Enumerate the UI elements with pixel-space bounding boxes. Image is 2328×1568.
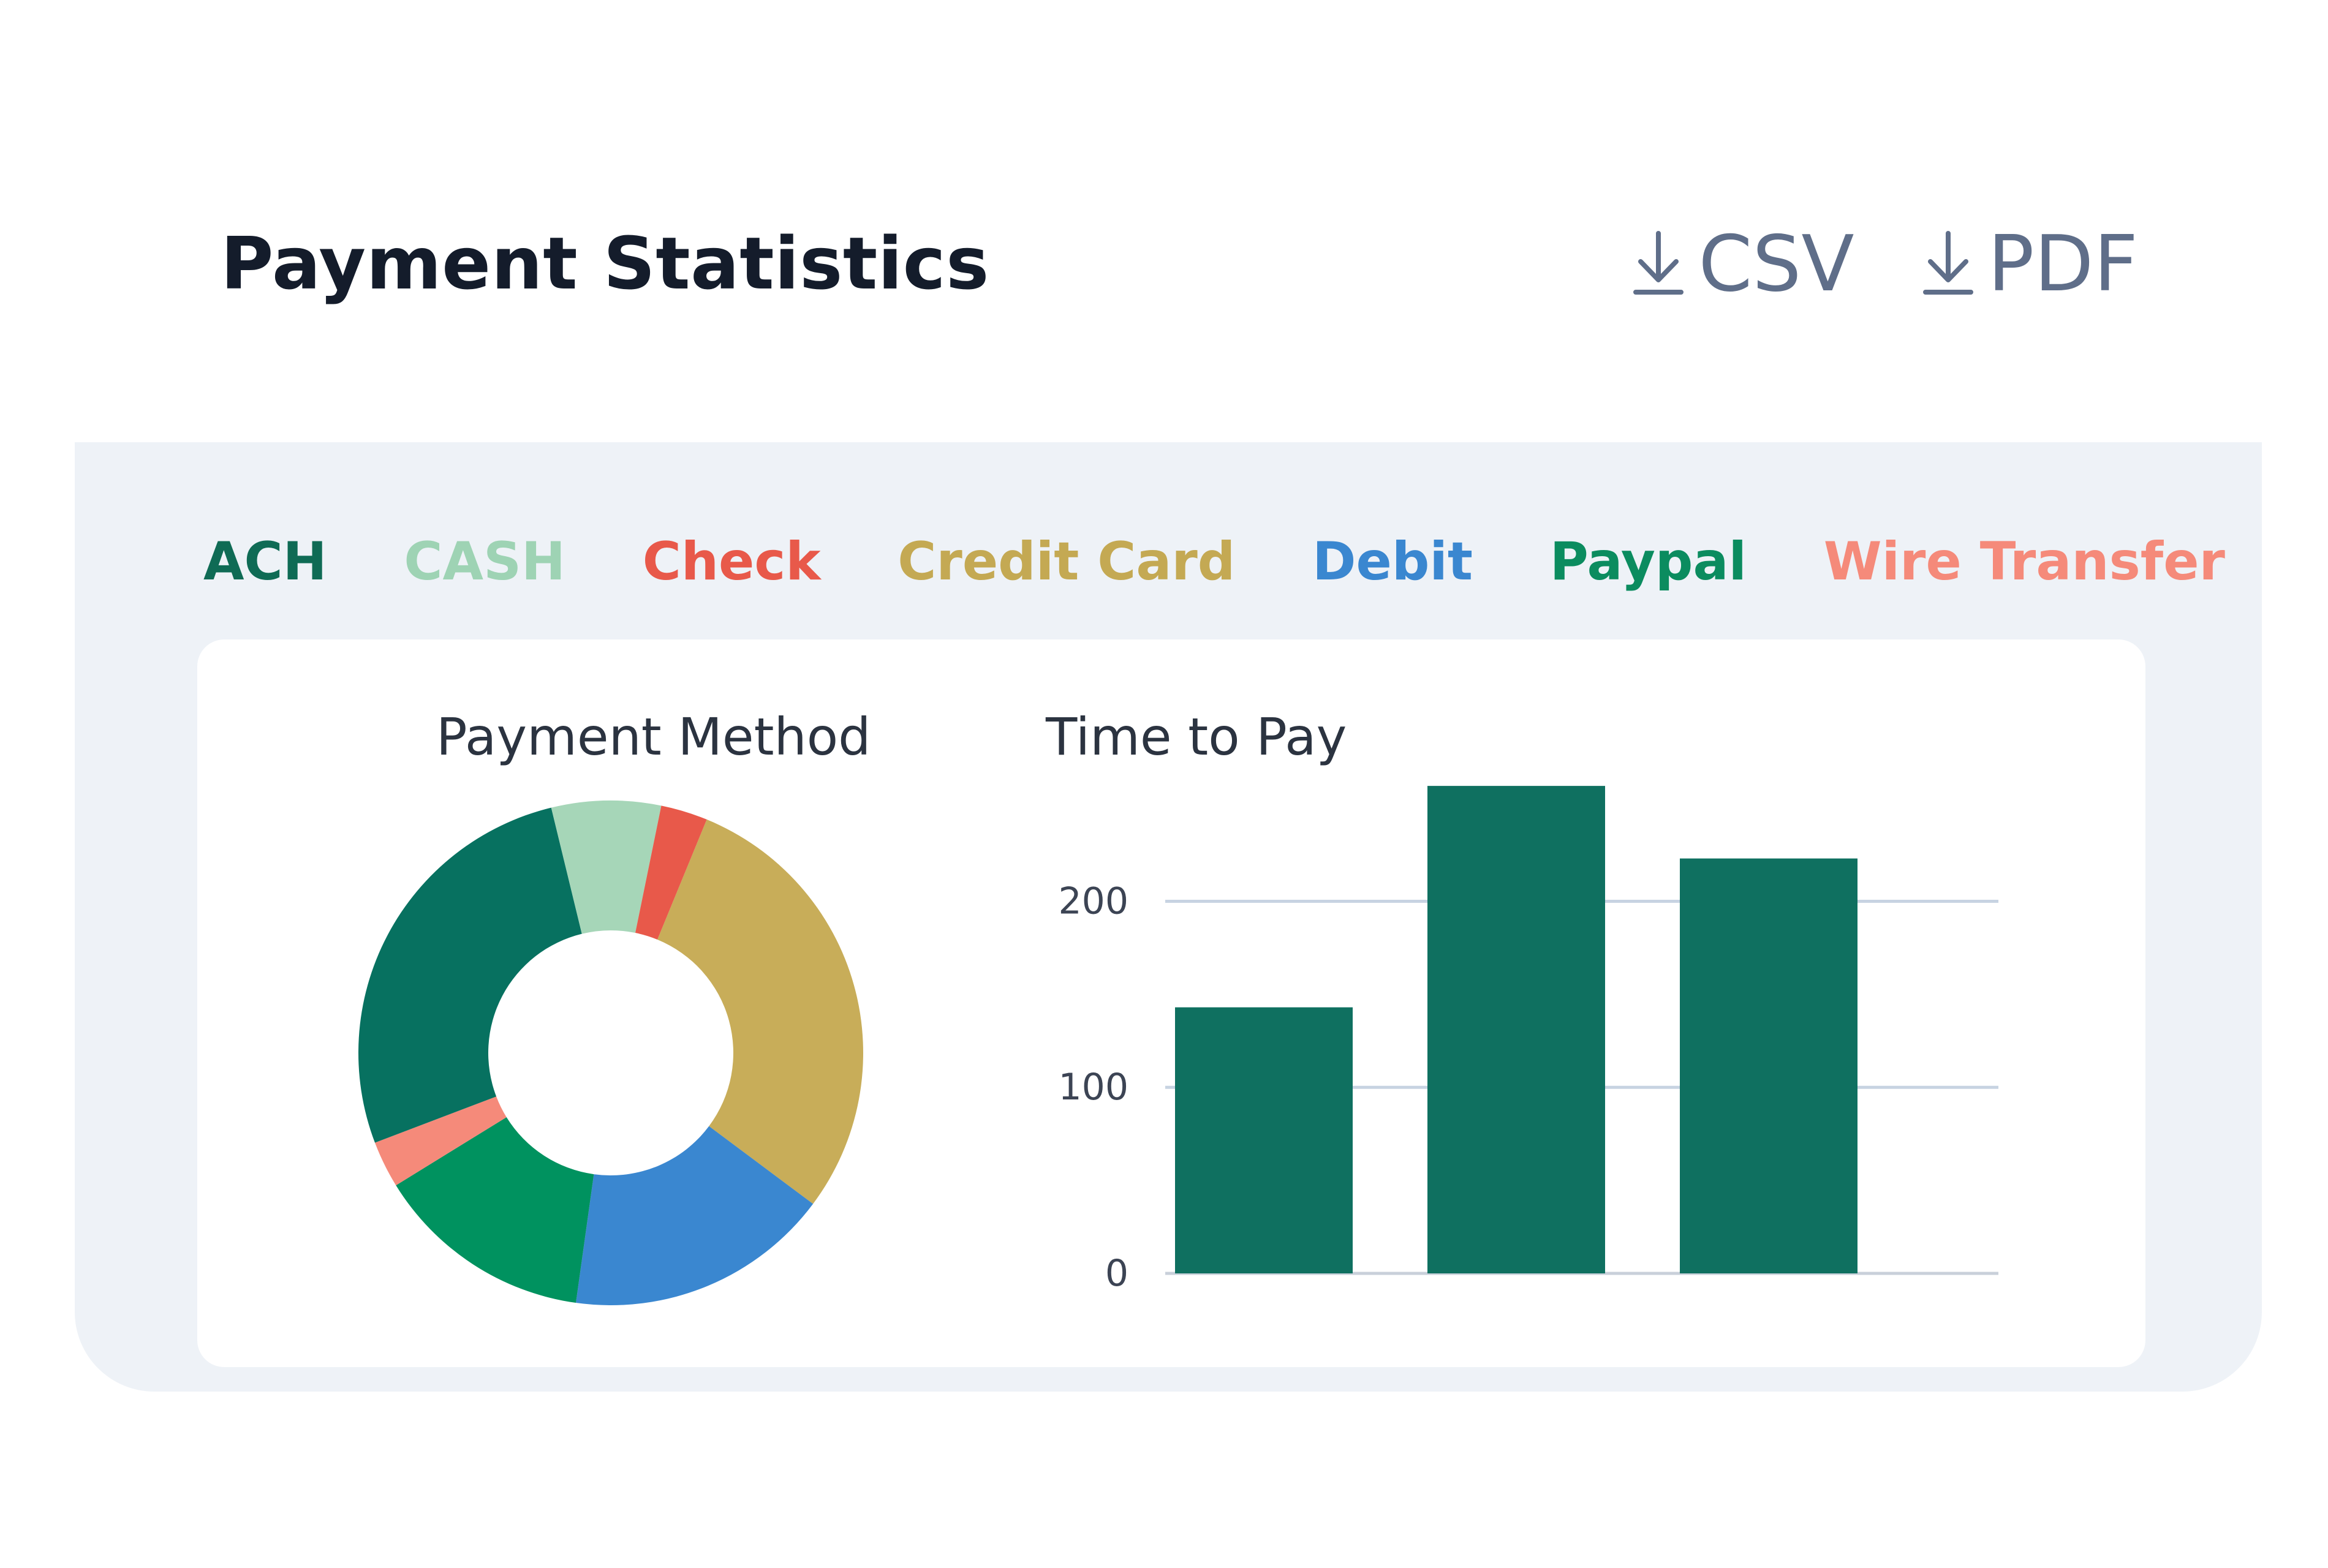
legend-item-cash[interactable]: CASH (404, 531, 565, 592)
donut-slice-debit[interactable] (576, 1126, 814, 1305)
page-title: Payment Statistics (221, 221, 989, 306)
download-actions: CSV PDF (1632, 219, 2138, 309)
statistics-panel: ACH CASH Check Credit Card Debit Paypal … (75, 442, 2262, 1392)
donut-slice-credit-card[interactable] (657, 819, 863, 1204)
donut-chart-title: Payment Method (436, 707, 871, 767)
download-csv-button[interactable]: CSV (1632, 219, 1854, 309)
bar-1[interactable] (1175, 1007, 1353, 1273)
donut-slice-cash[interactable] (551, 801, 662, 934)
download-csv-label: CSV (1698, 218, 1854, 309)
bar-3[interactable] (1680, 858, 1857, 1273)
bar-2[interactable] (1427, 786, 1605, 1273)
legend-item-ach[interactable]: ACH (203, 531, 327, 592)
time-to-pay-bar-chart: 0 100 200 (1058, 786, 1998, 1295)
legend-item-wire-transfer[interactable]: Wire Transfer (1823, 531, 2225, 592)
download-pdf-button[interactable]: PDF (1922, 219, 2138, 309)
donut-slice-paypal[interactable] (396, 1117, 594, 1303)
legend-item-debit[interactable]: Debit (1312, 531, 1473, 592)
donut-slice-wire-transfer[interactable] (374, 1096, 507, 1186)
download-pdf-label: PDF (1987, 218, 2138, 309)
legend: ACH CASH Check Credit Card Debit Paypal … (203, 516, 2225, 608)
download-icon (1633, 231, 1684, 295)
donut-slice-check[interactable] (635, 805, 707, 940)
y-tick-label: 200 (1058, 880, 1128, 922)
donut-slice-ach[interactable] (358, 807, 582, 1143)
payment-method-donut-chart (358, 801, 863, 1305)
bar-chart-title: Time to Pay (1046, 707, 1347, 767)
header: Payment Statistics CSV PDF (221, 202, 2138, 325)
y-tick-label: 0 (1105, 1252, 1128, 1295)
legend-item-paypal[interactable]: Paypal (1549, 531, 1747, 592)
charts-card: Payment Method Time to Pay 0 100 200 (197, 639, 2145, 1367)
y-tick-label: 100 (1058, 1066, 1128, 1109)
download-icon (1922, 231, 1973, 295)
legend-item-credit-card[interactable]: Credit Card (898, 531, 1236, 592)
legend-item-check[interactable]: Check (642, 531, 821, 592)
